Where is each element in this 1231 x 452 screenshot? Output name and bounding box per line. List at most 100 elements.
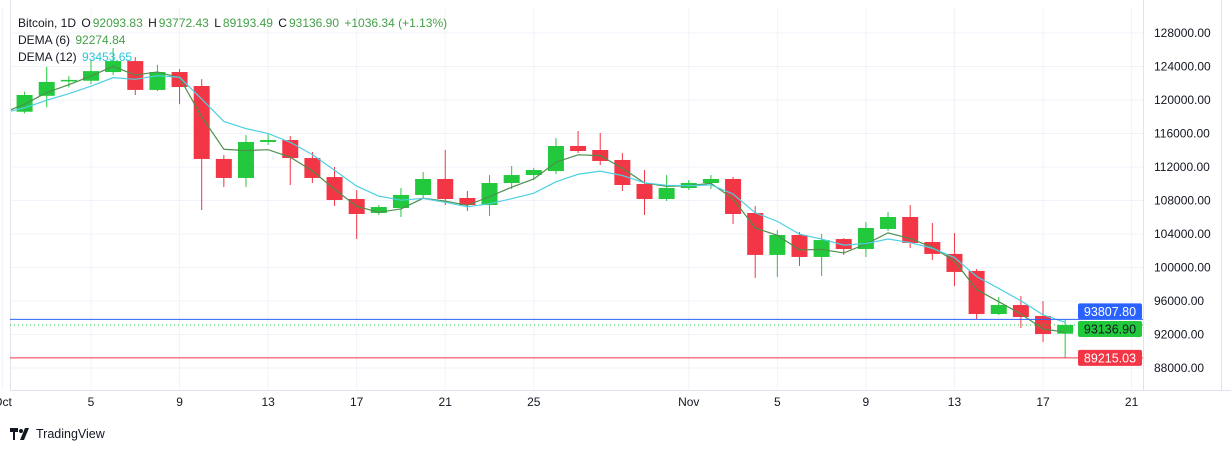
dema12-label: DEMA (12) bbox=[18, 50, 77, 64]
candle-body bbox=[503, 175, 520, 183]
x-tick-label: 17 bbox=[350, 395, 364, 409]
price-label: 93136.90 bbox=[1084, 322, 1136, 336]
candle-body bbox=[658, 188, 675, 199]
candle-body bbox=[370, 207, 387, 213]
candle bbox=[813, 234, 830, 276]
candle-body bbox=[10, 112, 11, 150]
price-label-bg bbox=[1078, 349, 1142, 366]
candle bbox=[437, 149, 454, 206]
candle-body bbox=[60, 79, 77, 82]
x-tick-label: 25 bbox=[527, 395, 541, 409]
plot-area[interactable] bbox=[0, 48, 1074, 359]
candle-body bbox=[16, 94, 33, 112]
y-tick-label: 88000.00 bbox=[1154, 361, 1204, 375]
candle-body bbox=[415, 178, 432, 195]
y-tick-label: 128000.00 bbox=[1154, 26, 1211, 40]
candle-body bbox=[570, 145, 587, 152]
candle bbox=[503, 165, 520, 190]
close-value: 93136.90 bbox=[288, 16, 340, 30]
candle bbox=[237, 135, 254, 188]
candle-body bbox=[835, 239, 852, 249]
candle bbox=[968, 268, 985, 320]
candle-body bbox=[990, 305, 1007, 314]
dema6-label: DEMA (6) bbox=[18, 33, 71, 47]
y-tick-label: 104000.00 bbox=[1154, 227, 1211, 241]
x-tick-label: Oct bbox=[0, 395, 12, 409]
candle-body bbox=[725, 178, 742, 214]
dema12-value: 93453.65 bbox=[82, 50, 133, 64]
candle-body bbox=[547, 145, 564, 172]
y-tick-label: 124000.00 bbox=[1154, 60, 1211, 74]
candle bbox=[990, 296, 1007, 315]
close-label: C bbox=[278, 16, 287, 30]
y-tick-label: 116000.00 bbox=[1154, 127, 1210, 141]
candle-body bbox=[149, 72, 166, 90]
low-label: L bbox=[214, 16, 221, 30]
y-tick-label: 92000.00 bbox=[1154, 328, 1204, 342]
candle bbox=[459, 191, 476, 211]
candle bbox=[193, 79, 210, 210]
candle bbox=[215, 155, 232, 188]
axes: 128000.00 124000.00 120000.00 116000.00 1120… bbox=[0, 0, 1231, 409]
change-value: +1036.34 (+1.13%) bbox=[344, 16, 448, 30]
candle bbox=[392, 187, 409, 217]
candle bbox=[880, 211, 897, 231]
candle bbox=[902, 205, 919, 248]
x-tick-label: 13 bbox=[261, 395, 275, 409]
candle-body bbox=[968, 270, 985, 314]
price-label-bg bbox=[1078, 303, 1142, 320]
candle-body bbox=[260, 140, 277, 142]
tradingview-logo[interactable]: TradingView bbox=[10, 427, 105, 441]
candle bbox=[702, 175, 719, 190]
candle-body bbox=[636, 184, 653, 199]
candle-body bbox=[1012, 305, 1029, 317]
candle bbox=[857, 221, 874, 257]
candle bbox=[481, 175, 498, 216]
ohlc-row: Bitcoin, 1D O 92093.83 H 93772.43 L 89193.4… bbox=[18, 15, 449, 32]
high-value: 93772.43 bbox=[158, 16, 209, 30]
candle bbox=[149, 64, 166, 92]
candle bbox=[1057, 319, 1074, 359]
candle bbox=[260, 132, 277, 145]
dema6-value: 92274.84 bbox=[75, 33, 126, 47]
candle-body bbox=[193, 86, 210, 159]
candle bbox=[304, 152, 321, 183]
candle-body bbox=[171, 72, 188, 88]
candle-body bbox=[392, 194, 409, 209]
dema6-row[interactable]: DEMA (6) 92274.84 bbox=[18, 32, 449, 49]
y-tick-label: 120000.00 bbox=[1154, 93, 1211, 107]
x-tick-label: 17 bbox=[1036, 395, 1050, 409]
candle bbox=[791, 231, 808, 266]
x-tick-label: 9 bbox=[863, 395, 870, 409]
candle bbox=[570, 130, 587, 154]
brand-name: TradingView bbox=[36, 427, 105, 441]
candle-body bbox=[237, 141, 254, 178]
candle-body bbox=[215, 158, 232, 178]
y-tick-label: 108000.00 bbox=[1154, 194, 1211, 208]
candle bbox=[924, 222, 941, 260]
low-value: 89193.49 bbox=[222, 16, 273, 30]
candle-body bbox=[437, 178, 454, 199]
candle bbox=[370, 205, 387, 215]
price-label-bg bbox=[1078, 320, 1142, 337]
candle bbox=[636, 170, 653, 215]
candle bbox=[946, 232, 963, 287]
candle bbox=[592, 132, 609, 165]
y-tick-label: 112000.00 bbox=[1154, 160, 1210, 174]
candle bbox=[835, 238, 852, 255]
legend: Bitcoin, 1D O 92093.83 H 93772.43 L 89193.4… bbox=[18, 15, 449, 66]
candle bbox=[547, 138, 564, 175]
candle bbox=[60, 76, 77, 88]
candle bbox=[171, 69, 188, 105]
dema12-row[interactable]: DEMA (12) 93453.65 bbox=[18, 49, 449, 66]
candle bbox=[348, 190, 365, 240]
candle-body bbox=[459, 197, 476, 206]
open-value: 92093.83 bbox=[92, 16, 143, 30]
candle-body bbox=[525, 170, 542, 176]
candle bbox=[38, 66, 55, 108]
candle-body bbox=[813, 240, 830, 257]
open-label: O bbox=[81, 16, 91, 30]
candle-body bbox=[38, 81, 55, 96]
x-tick-label: 13 bbox=[948, 395, 962, 409]
